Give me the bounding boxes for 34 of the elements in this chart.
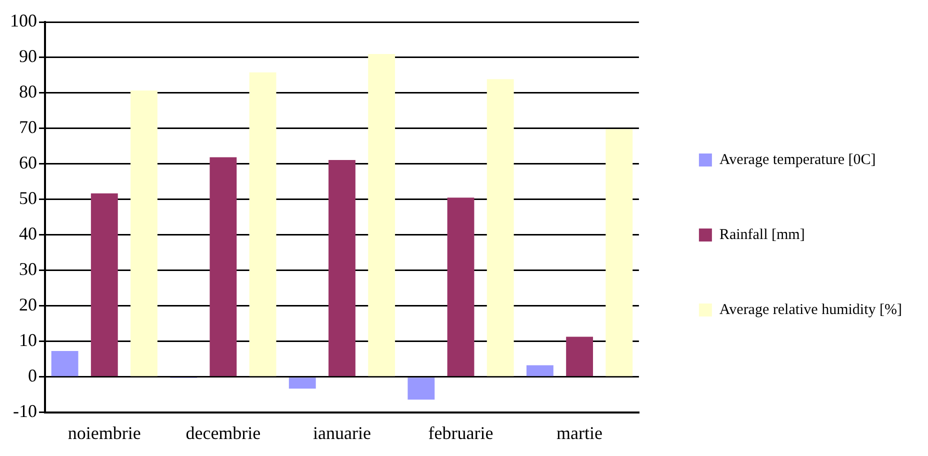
legend-label: Rainfall [mm]: [719, 226, 805, 243]
y-tick-label: -10: [13, 401, 37, 422]
y-tick-label: 60: [19, 152, 37, 173]
legend-label: Average relative humidity [%]: [719, 302, 902, 318]
y-tick-label: 80: [19, 82, 37, 102]
bar: [328, 160, 356, 376]
y-tick-label: 10: [19, 330, 37, 350]
x-tick-label: februarie: [428, 422, 494, 443]
y-tick-label: 70: [19, 117, 37, 138]
bar: [566, 336, 594, 376]
y-tick-label: 100: [10, 10, 37, 31]
y-tick-label: 0: [28, 366, 37, 386]
y-tick-label: 90: [19, 46, 37, 66]
bar: [288, 378, 316, 389]
x-tick-label: martie: [556, 422, 603, 443]
x-tick-label: decembrie: [186, 422, 261, 443]
bar: [210, 157, 237, 376]
bar: [447, 198, 474, 376]
bar: [368, 54, 396, 376]
x-tick-label: noiembrie: [68, 422, 141, 443]
bar: [130, 90, 158, 376]
bar: [249, 72, 276, 376]
bar: [486, 79, 514, 376]
bar: [90, 193, 118, 376]
y-tick-label: 50: [19, 188, 37, 208]
bar: [51, 351, 78, 376]
bar: [606, 129, 633, 376]
legend-label: Average temperature [0C]: [719, 152, 876, 168]
y-tick-label: 30: [19, 259, 37, 280]
bar: [526, 365, 554, 376]
y-tick-label: 20: [19, 294, 37, 315]
x-tick-label: ianuarie: [312, 422, 371, 443]
bar: [408, 378, 435, 400]
y-tick-label: 40: [19, 224, 37, 244]
